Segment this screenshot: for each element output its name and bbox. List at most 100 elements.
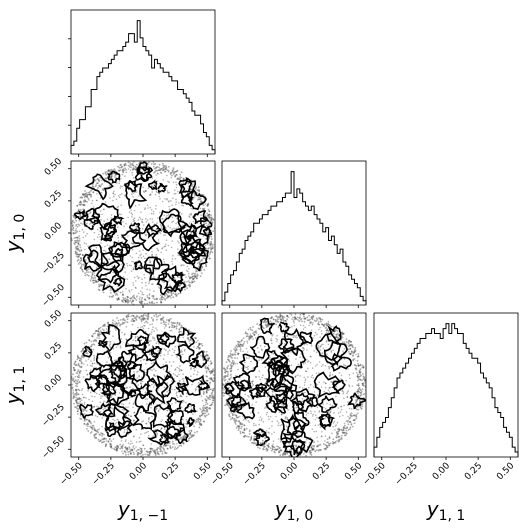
scatter-point xyxy=(357,375,360,378)
scatter-point xyxy=(319,317,321,320)
scatter-point xyxy=(155,208,157,210)
scatter-point xyxy=(330,350,333,352)
scatter-point xyxy=(226,370,228,373)
scatter-point xyxy=(278,451,281,454)
scatter-point xyxy=(205,406,208,408)
scatter-point xyxy=(160,301,163,304)
scatter-point xyxy=(163,165,166,168)
scatter-point xyxy=(155,174,157,176)
scatter-point xyxy=(211,217,213,220)
scatter-point xyxy=(264,382,266,385)
histogram-panel-1 xyxy=(221,160,367,308)
scatter-point xyxy=(140,298,143,301)
scatter-point xyxy=(336,432,339,435)
scatter-point xyxy=(166,174,168,177)
scatter-point xyxy=(173,277,176,280)
scatter-point xyxy=(74,379,77,382)
scatter-point xyxy=(342,364,345,366)
scatter-point xyxy=(85,243,87,245)
scatter-point xyxy=(147,430,149,433)
scatter-point xyxy=(332,426,335,428)
scatter-point xyxy=(248,421,251,424)
scatter-point xyxy=(357,383,360,385)
scatter-point xyxy=(86,195,89,198)
scatter-point xyxy=(83,264,86,267)
scatter-point xyxy=(226,375,229,378)
scatter-point xyxy=(308,441,311,444)
contour-line xyxy=(94,402,114,417)
scatter-point xyxy=(141,420,143,423)
scatter-point xyxy=(298,317,301,320)
scatter-point xyxy=(341,431,344,434)
scatter-point xyxy=(98,393,101,396)
scatter-point xyxy=(251,336,254,338)
scatter-point xyxy=(159,232,162,235)
scatter-point xyxy=(73,243,76,246)
scatter-point xyxy=(117,419,119,421)
scatter-point xyxy=(156,169,159,172)
scatter-point xyxy=(150,208,153,211)
scatter-point xyxy=(293,322,295,324)
scatter-point xyxy=(80,399,83,402)
scatter-point xyxy=(192,278,195,281)
scatter-point xyxy=(310,355,312,358)
scatter-point xyxy=(165,227,167,229)
scatter-point xyxy=(84,190,86,192)
scatter-point xyxy=(205,371,208,374)
scatter-point xyxy=(89,271,92,273)
scatter-point xyxy=(321,356,323,359)
scatter-point xyxy=(127,299,130,302)
scatter-point xyxy=(75,364,77,367)
scatter-point xyxy=(279,342,282,345)
scatter-point xyxy=(264,323,267,326)
scatter-point xyxy=(132,403,135,406)
scatter-point xyxy=(317,346,319,349)
scatter-point xyxy=(197,339,199,342)
scatter-point xyxy=(298,392,300,395)
scatter-point xyxy=(283,380,286,383)
scatter-point xyxy=(143,274,145,276)
scatter-point xyxy=(167,180,169,183)
scatter-point xyxy=(163,245,166,248)
scatter-point xyxy=(102,441,104,444)
scatter-point xyxy=(264,366,267,368)
scatter-point xyxy=(87,268,90,271)
scatter-point xyxy=(189,216,191,218)
scatter-point xyxy=(322,347,325,350)
scatter-point xyxy=(75,391,78,394)
scatter-point xyxy=(177,292,180,295)
scatter-point xyxy=(172,292,175,294)
scatter-point xyxy=(132,164,134,166)
contour-line xyxy=(97,374,110,388)
scatter-point xyxy=(130,212,133,214)
scatter-point xyxy=(200,214,202,216)
scatter-point xyxy=(78,359,81,362)
scatter-point xyxy=(258,370,261,373)
scatter-point xyxy=(320,344,323,346)
contour-line xyxy=(143,256,161,276)
scatter-point xyxy=(134,316,137,319)
scatter-point xyxy=(210,362,213,365)
scatter-point xyxy=(76,225,79,228)
scatter-point xyxy=(79,240,81,242)
scatter-point xyxy=(163,448,165,451)
scatter-point xyxy=(175,447,178,450)
scatter-point xyxy=(72,227,74,229)
scatter-point xyxy=(123,409,125,411)
scatter-point xyxy=(157,217,159,219)
scatter-point xyxy=(297,319,299,321)
scatter-point xyxy=(140,302,142,305)
scatter-point xyxy=(76,403,79,405)
scatter-point xyxy=(354,364,357,367)
scatter-point xyxy=(354,348,356,351)
scatter-point xyxy=(332,349,335,352)
scatter-point xyxy=(212,389,214,392)
scatter-point xyxy=(148,281,151,283)
scatter-point xyxy=(131,174,134,176)
scatter-point xyxy=(135,299,138,301)
scatter-point xyxy=(150,443,153,445)
scatter-point xyxy=(101,188,104,190)
scatter-point xyxy=(311,374,314,377)
scatter-point xyxy=(107,170,110,173)
scatter-point xyxy=(175,294,178,297)
